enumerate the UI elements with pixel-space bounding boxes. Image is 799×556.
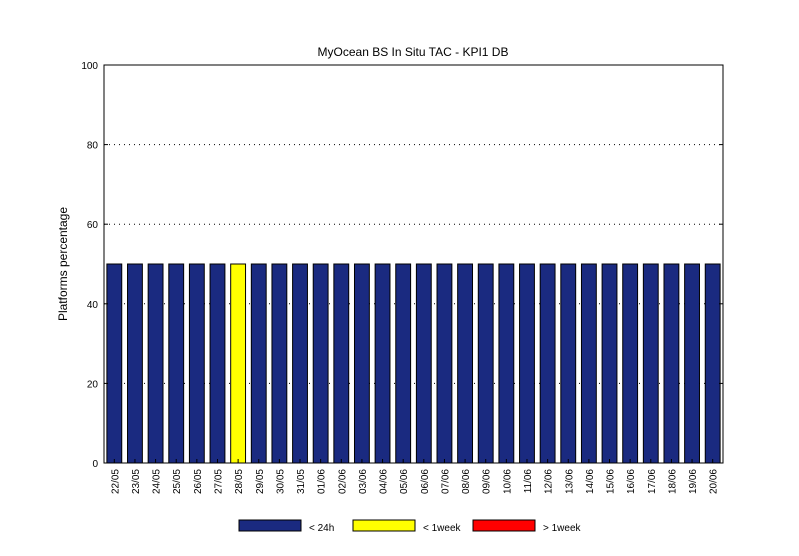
bars — [106, 263, 721, 464]
bar — [457, 263, 474, 464]
bar — [477, 263, 494, 464]
chart-title: MyOcean BS In Situ TAC - KPI1 DB — [318, 45, 509, 59]
x-tick-label: 25/05 — [172, 469, 183, 494]
x-tick-label: 16/06 — [626, 469, 637, 494]
x-tick-label: 13/06 — [564, 469, 575, 494]
y-tick-label: 0 — [92, 459, 98, 470]
plot-frame — [103, 64, 724, 464]
bar — [436, 263, 453, 464]
x-tick-label: 17/06 — [647, 469, 658, 494]
legend-label: < 24h — [309, 523, 334, 534]
bar — [642, 263, 659, 464]
bar — [209, 263, 226, 464]
x-tick-label: 15/06 — [606, 469, 617, 494]
x-tick-label: 10/06 — [502, 469, 513, 494]
x-tick-label: 19/06 — [688, 469, 699, 494]
x-tick-label: 11/06 — [523, 469, 534, 494]
bar — [374, 263, 391, 464]
y-axis-label: Platforms percentage — [56, 207, 70, 321]
legend-label: > 1week — [543, 523, 582, 534]
bar — [539, 263, 556, 464]
bar — [106, 263, 123, 464]
x-tick-label: 09/06 — [482, 469, 493, 494]
x-tick-label: 12/06 — [544, 469, 555, 494]
bar — [498, 263, 515, 464]
bar — [333, 263, 350, 464]
bar — [127, 263, 143, 464]
bar — [580, 263, 597, 464]
x-tick-label: 27/05 — [213, 469, 224, 494]
bar — [395, 263, 412, 464]
x-tick-label: 22/05 — [110, 469, 121, 494]
x-tick-label: 14/06 — [585, 469, 596, 494]
y-tick-label: 60 — [87, 220, 99, 231]
bar — [353, 263, 370, 464]
legend: < 24h < 1week > 1week — [238, 519, 582, 534]
bar — [560, 263, 577, 464]
x-tick-label: 31/05 — [296, 469, 307, 494]
y-axis: 0 20 40 60 80 100 — [81, 61, 723, 470]
bar — [168, 263, 185, 464]
x-tick-label: 04/06 — [379, 469, 390, 494]
x-tick-label: 01/06 — [317, 469, 328, 494]
grid-lines — [104, 144, 723, 384]
bar — [312, 263, 329, 464]
bar — [622, 263, 639, 464]
legend-swatch — [472, 519, 536, 532]
bar — [230, 263, 247, 464]
x-tick-label: 18/06 — [667, 469, 678, 494]
x-tick-label: 29/05 — [255, 469, 266, 494]
x-tick-label: 03/06 — [358, 469, 369, 494]
x-axis: 22/05 23/05 24/05 25/05 26/05 27/05 28/05 29/05… — [110, 459, 720, 494]
bar — [415, 263, 432, 464]
bar — [271, 263, 288, 464]
legend-swatch — [238, 519, 302, 532]
bar — [250, 263, 267, 464]
bar — [292, 263, 308, 464]
bar — [188, 263, 205, 464]
x-tick-label: 07/06 — [440, 469, 451, 494]
bar — [663, 263, 680, 464]
y-tick-label: 100 — [81, 61, 98, 72]
legend-label: < 1week — [423, 523, 462, 534]
y-tick-label: 40 — [87, 300, 99, 311]
bar — [684, 263, 700, 464]
bar — [519, 263, 535, 464]
legend-swatch — [352, 519, 416, 532]
x-tick-label: 28/05 — [234, 469, 245, 494]
bar — [601, 263, 618, 464]
x-tick-label: 02/06 — [337, 469, 348, 494]
bar — [147, 263, 164, 464]
x-tick-label: 05/06 — [399, 469, 410, 494]
y-tick-label: 20 — [87, 379, 99, 390]
x-tick-label: 20/06 — [709, 469, 720, 494]
x-tick-label: 08/06 — [461, 469, 472, 494]
bar — [704, 263, 721, 464]
x-tick-label: 26/05 — [193, 469, 204, 494]
x-tick-label: 23/05 — [131, 469, 142, 494]
y-tick-label: 80 — [87, 141, 99, 152]
x-tick-label: 06/06 — [420, 469, 431, 494]
x-tick-label: 24/05 — [152, 469, 163, 494]
x-tick-label: 30/05 — [275, 469, 286, 494]
